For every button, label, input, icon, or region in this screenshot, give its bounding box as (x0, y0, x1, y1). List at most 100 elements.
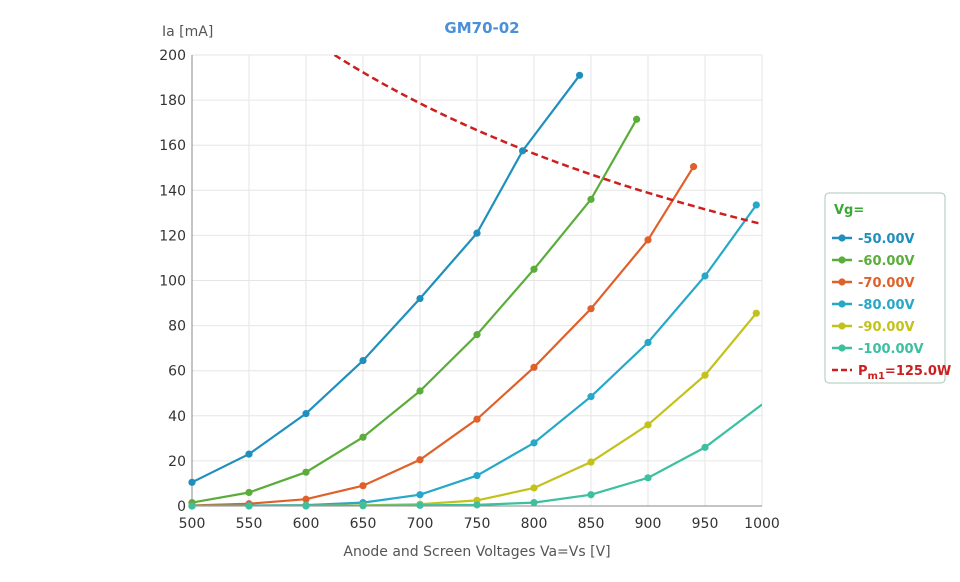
y-tick-label: 160 (159, 138, 186, 154)
data-point[interactable] (359, 356, 367, 365)
data-point[interactable] (245, 450, 253, 458)
data-point[interactable] (530, 439, 538, 447)
data-point[interactable] (587, 491, 595, 499)
data-point[interactable] (587, 458, 595, 466)
data-point[interactable] (701, 272, 709, 280)
legend-label: -100.00V (858, 342, 924, 357)
y-tick-label: 120 (159, 228, 186, 244)
data-point[interactable] (519, 147, 527, 155)
data-point[interactable] (416, 501, 424, 509)
data-point[interactable] (302, 502, 310, 510)
data-point[interactable] (587, 195, 595, 203)
legend-label: -50.00V (858, 232, 915, 247)
marker-layer (188, 71, 760, 510)
legend-swatch-marker (838, 234, 846, 242)
legend-box (824, 192, 946, 384)
data-point[interactable] (701, 371, 709, 379)
y-tick-label: 20 (168, 454, 186, 470)
data-point[interactable] (302, 495, 310, 503)
data-point[interactable] (359, 433, 367, 441)
data-point[interactable] (587, 393, 595, 401)
legend-item[interactable]: -50.00V (832, 232, 915, 247)
x-tick-label: 600 (293, 516, 320, 532)
series-line (192, 74, 581, 484)
series-line (192, 118, 638, 504)
legend: Vg= -50.00V-60.00V-70.00V-80.00V-90.00V-… (824, 192, 951, 384)
y-tick-label: 60 (168, 364, 186, 380)
legend-item[interactable]: Pm1=125.0W (832, 364, 951, 382)
data-point[interactable] (530, 499, 538, 507)
legend-label: Pm1=125.0W (858, 364, 951, 382)
legend-label: -90.00V (858, 320, 915, 335)
legend-label: -60.00V (858, 254, 915, 269)
data-point[interactable] (416, 294, 424, 303)
y-tick-label: 100 (159, 274, 186, 290)
data-point[interactable] (752, 309, 760, 317)
x-tick-label: 850 (578, 516, 605, 532)
data-point[interactable] (473, 471, 481, 480)
data-point[interactable] (587, 305, 595, 313)
x-tick-label: 800 (521, 516, 548, 532)
data-point[interactable] (473, 229, 481, 237)
series-line (192, 166, 695, 506)
series-line (333, 55, 762, 226)
legend-items: -50.00V -60.00V -70.00V -80.00V -90.00V -100.… (832, 232, 951, 382)
legend-label: -80.00V (858, 298, 915, 313)
data-point[interactable] (473, 501, 481, 509)
data-point[interactable] (473, 331, 481, 339)
x-tick-label: 900 (635, 516, 662, 532)
x-tick-label: 1000 (744, 516, 780, 532)
y-tick-label: 200 (159, 48, 186, 64)
y-tick-label: 40 (168, 409, 186, 425)
data-point[interactable] (576, 71, 584, 79)
x-tick-label: 500 (179, 516, 206, 532)
legend-item[interactable]: -80.00V (832, 298, 915, 313)
data-point[interactable] (644, 338, 652, 347)
x-tick-label: 550 (236, 516, 263, 532)
data-point[interactable] (416, 456, 424, 464)
data-point[interactable] (473, 415, 481, 423)
data-point[interactable] (530, 363, 538, 371)
data-point[interactable] (359, 482, 367, 490)
legend-swatch-marker (838, 344, 846, 352)
data-point[interactable] (690, 163, 698, 171)
x-tick-label: 750 (464, 516, 491, 532)
grid (191, 54, 763, 507)
x-tick-label: 700 (407, 516, 434, 532)
chart-title: GM70-02 (444, 19, 519, 37)
data-point[interactable] (359, 502, 367, 510)
legend-swatch-marker (838, 322, 846, 330)
data-point[interactable] (302, 409, 310, 418)
legend-item[interactable]: -70.00V (832, 276, 915, 291)
data-point[interactable] (416, 491, 424, 499)
data-point[interactable] (188, 502, 196, 510)
y-tick-label: 140 (159, 183, 186, 199)
legend-item[interactable]: -60.00V (832, 254, 915, 269)
series-layer (192, 55, 762, 506)
legend-item[interactable]: -100.00V (832, 342, 924, 357)
data-point[interactable] (701, 443, 709, 451)
legend-label: -70.00V (858, 276, 915, 291)
y-tick-label: 80 (168, 319, 186, 335)
data-point[interactable] (416, 387, 424, 395)
data-point[interactable] (633, 115, 641, 123)
y-tick-label: 180 (159, 93, 186, 109)
axes: 500 550 600 650 700 750 800 850 900 950 1000 0 20 40 6… (159, 48, 780, 532)
legend-swatch-marker (838, 300, 846, 308)
data-point[interactable] (188, 478, 196, 486)
data-point[interactable] (302, 468, 310, 476)
legend-swatch-marker (838, 278, 846, 286)
data-point[interactable] (530, 265, 538, 273)
data-point[interactable] (644, 474, 652, 482)
data-point[interactable] (752, 201, 760, 209)
data-point[interactable] (245, 488, 253, 497)
y-tick-label: 0 (177, 499, 186, 515)
data-point[interactable] (530, 484, 538, 492)
legend-item[interactable]: -90.00V (832, 320, 915, 335)
legend-title: Vg= (834, 203, 864, 218)
data-point[interactable] (245, 502, 253, 510)
data-point[interactable] (644, 421, 652, 429)
data-point[interactable] (644, 236, 652, 244)
legend-swatch-marker (838, 256, 846, 264)
